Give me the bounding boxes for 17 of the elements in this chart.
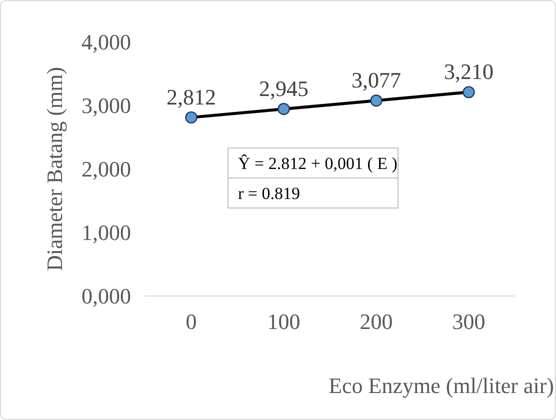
data-label: 3,210 [444, 59, 494, 84]
data-label: 2,945 [259, 76, 308, 101]
annotation: r = 0.819 [238, 184, 300, 203]
y-axis-title: Diameter Batang (mm) [42, 66, 67, 272]
annotation: Ŷ = 2.812 + 0,001 ( E ) [238, 154, 398, 173]
data-label: 3,077 [352, 68, 401, 93]
x-tick-label: 100 [267, 309, 300, 334]
data-label: 2,812 [166, 84, 216, 110]
y-tick-label: 1,000 [82, 220, 131, 246]
x-tick-label: 200 [360, 309, 393, 334]
y-tick-label: 4,000 [82, 30, 131, 55]
y-tick-label: 3,000 [82, 93, 131, 118]
x-tick-label: 300 [452, 309, 486, 334]
y-tick-label: 0,000 [82, 284, 131, 309]
y-tick-label: 2,000 [82, 156, 131, 182]
x-tick-label: 0 [186, 309, 197, 334]
x-axis-title: Eco Enzyme (ml/liter air) [328, 373, 554, 398]
